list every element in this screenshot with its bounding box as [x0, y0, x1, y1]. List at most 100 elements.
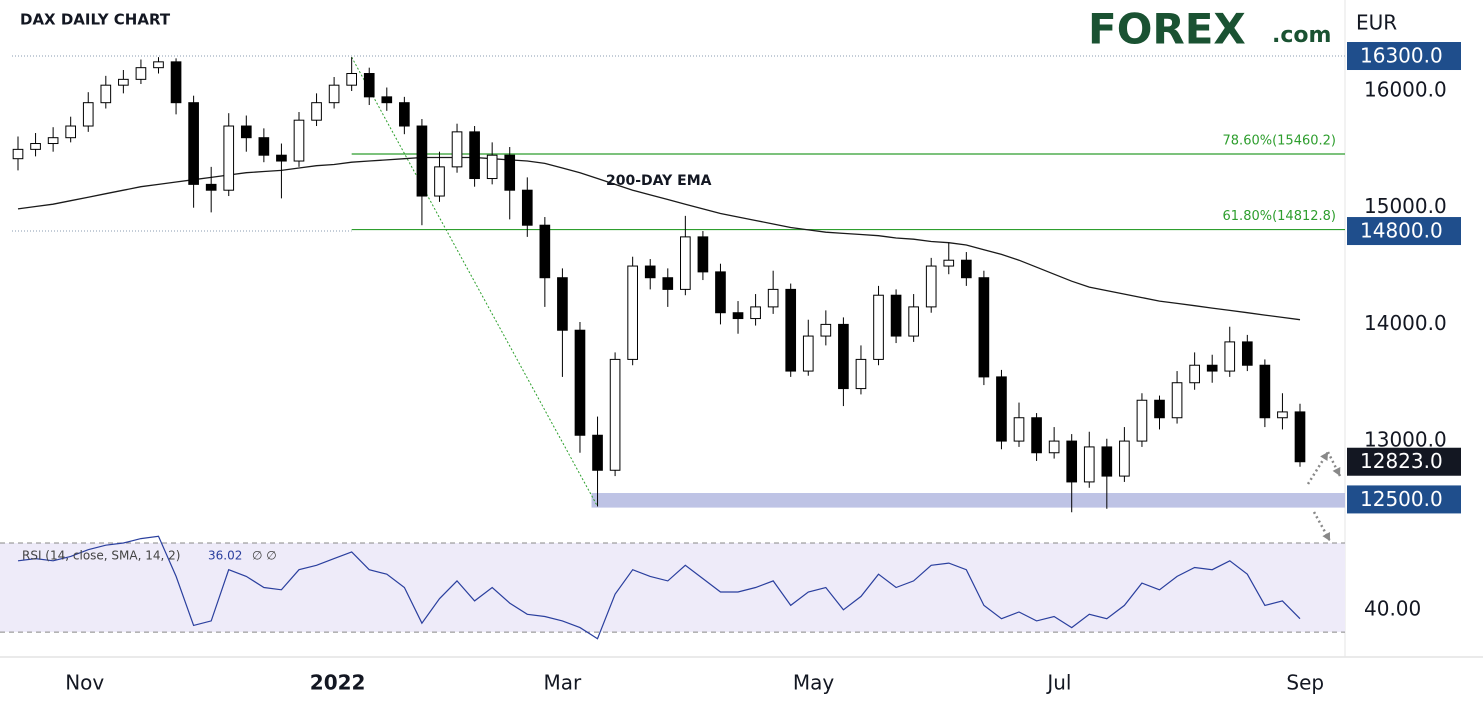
candle-body [153, 61, 164, 69]
candle-body [469, 131, 480, 180]
rsi-tick-label: 40.00 [1364, 596, 1421, 620]
candle-body [1241, 341, 1253, 366]
candle-body [1206, 364, 1218, 372]
price-label: 12823.0 [1360, 449, 1443, 473]
candle-body [574, 329, 586, 436]
x-tick-label: 2022 [310, 671, 366, 695]
candle-body [750, 306, 761, 320]
price-label-box [1347, 447, 1461, 476]
candle-body [504, 154, 516, 191]
candle-body [1066, 440, 1078, 483]
candle-body [820, 323, 832, 337]
candle-body [486, 154, 498, 180]
candle-body [539, 224, 551, 279]
candle-body [1083, 446, 1095, 483]
candle-body [873, 294, 884, 360]
candle-body [47, 137, 59, 145]
candle-body [1259, 364, 1271, 419]
candle-body [627, 265, 638, 360]
y-tick-label: 13000.0 [1364, 428, 1447, 452]
candle-body [715, 271, 726, 314]
fib-label: 78.60%(15460.2) [1223, 134, 1336, 149]
candle-body [240, 125, 252, 139]
candle-body [30, 143, 41, 150]
candle-body [890, 294, 902, 337]
logo-brand: FOREX [1088, 5, 1246, 54]
candle-body [557, 277, 568, 331]
x-tick-label: Mar [544, 671, 583, 695]
candle-body [609, 358, 621, 471]
candle-body [381, 96, 393, 104]
candle-body [100, 84, 112, 104]
candle-body [223, 125, 235, 191]
candle-body [188, 102, 199, 185]
x-tick-label: Nov [65, 671, 104, 695]
candle-body [1294, 411, 1306, 463]
price-label-box [1347, 217, 1461, 246]
candle-body [363, 73, 375, 98]
candle-body [434, 166, 445, 197]
candle-body [399, 102, 410, 127]
y-tick-label: 16000.0 [1364, 78, 1447, 102]
candle-body [65, 125, 77, 139]
arrow-head [1320, 452, 1328, 461]
rsi-last-label: 36.02 [208, 549, 242, 563]
candle-body [1154, 399, 1165, 419]
candle-body [802, 335, 814, 372]
candle-body [1119, 440, 1130, 477]
x-tick-label: Jul [1045, 671, 1071, 695]
candle-body [838, 323, 849, 390]
candle-body [908, 306, 919, 337]
candle-body [1277, 411, 1288, 419]
candle-body [960, 259, 972, 279]
rsi-label: RSI (14, close, SMA, 14, 2) [22, 549, 180, 563]
candle-body [135, 67, 147, 80]
candle-body [662, 277, 674, 290]
candle-body [925, 265, 937, 308]
rsi-pane [17, 535, 1301, 640]
price-label-box [1347, 485, 1461, 514]
rsi-line [17, 535, 1301, 640]
candle-body [1171, 382, 1183, 419]
candle-body [855, 358, 867, 390]
candle-body [996, 376, 1007, 442]
arrow-head [1322, 532, 1330, 541]
candle-body [311, 102, 322, 121]
arrow-head [1332, 467, 1341, 476]
candle-body [732, 312, 744, 320]
price-label: 12500.0 [1360, 487, 1443, 511]
candle-body [293, 119, 305, 162]
y-tick-label: 15000.0 [1364, 194, 1447, 218]
price-label-box [1347, 42, 1461, 71]
candle-body [767, 288, 779, 308]
candle-body [416, 125, 428, 197]
x-tick-label: May [793, 671, 835, 695]
candle-body [205, 183, 217, 191]
candle-body [943, 259, 955, 267]
support-zone [591, 493, 1345, 508]
candle-body [346, 73, 358, 86]
fib-label: 61.80%(14812.8) [1223, 209, 1336, 224]
price-label: 14800.0 [1360, 219, 1443, 243]
candle-body [258, 137, 270, 156]
candle-body [1048, 440, 1060, 454]
candle-body [978, 277, 990, 378]
ema-label: 200-DAY EMA [606, 173, 712, 189]
candle-body [1013, 417, 1025, 442]
candle-body [592, 434, 603, 471]
candle-body [1136, 399, 1148, 442]
trend-line [351, 56, 598, 507]
rsi-band [0, 543, 1345, 633]
chart-title: DAX DAILY CHART [20, 11, 171, 29]
candle-body [328, 84, 340, 104]
logo-suffix: .com [1272, 23, 1331, 48]
candle-body [276, 154, 287, 162]
candle-body [1189, 364, 1200, 384]
candle-body [1224, 341, 1236, 372]
projection-arrow [1312, 511, 1332, 542]
candle-body [697, 236, 709, 273]
candle-body [680, 236, 691, 290]
candle-body [644, 265, 656, 279]
candle-body [785, 288, 797, 372]
candle-body [12, 148, 24, 160]
